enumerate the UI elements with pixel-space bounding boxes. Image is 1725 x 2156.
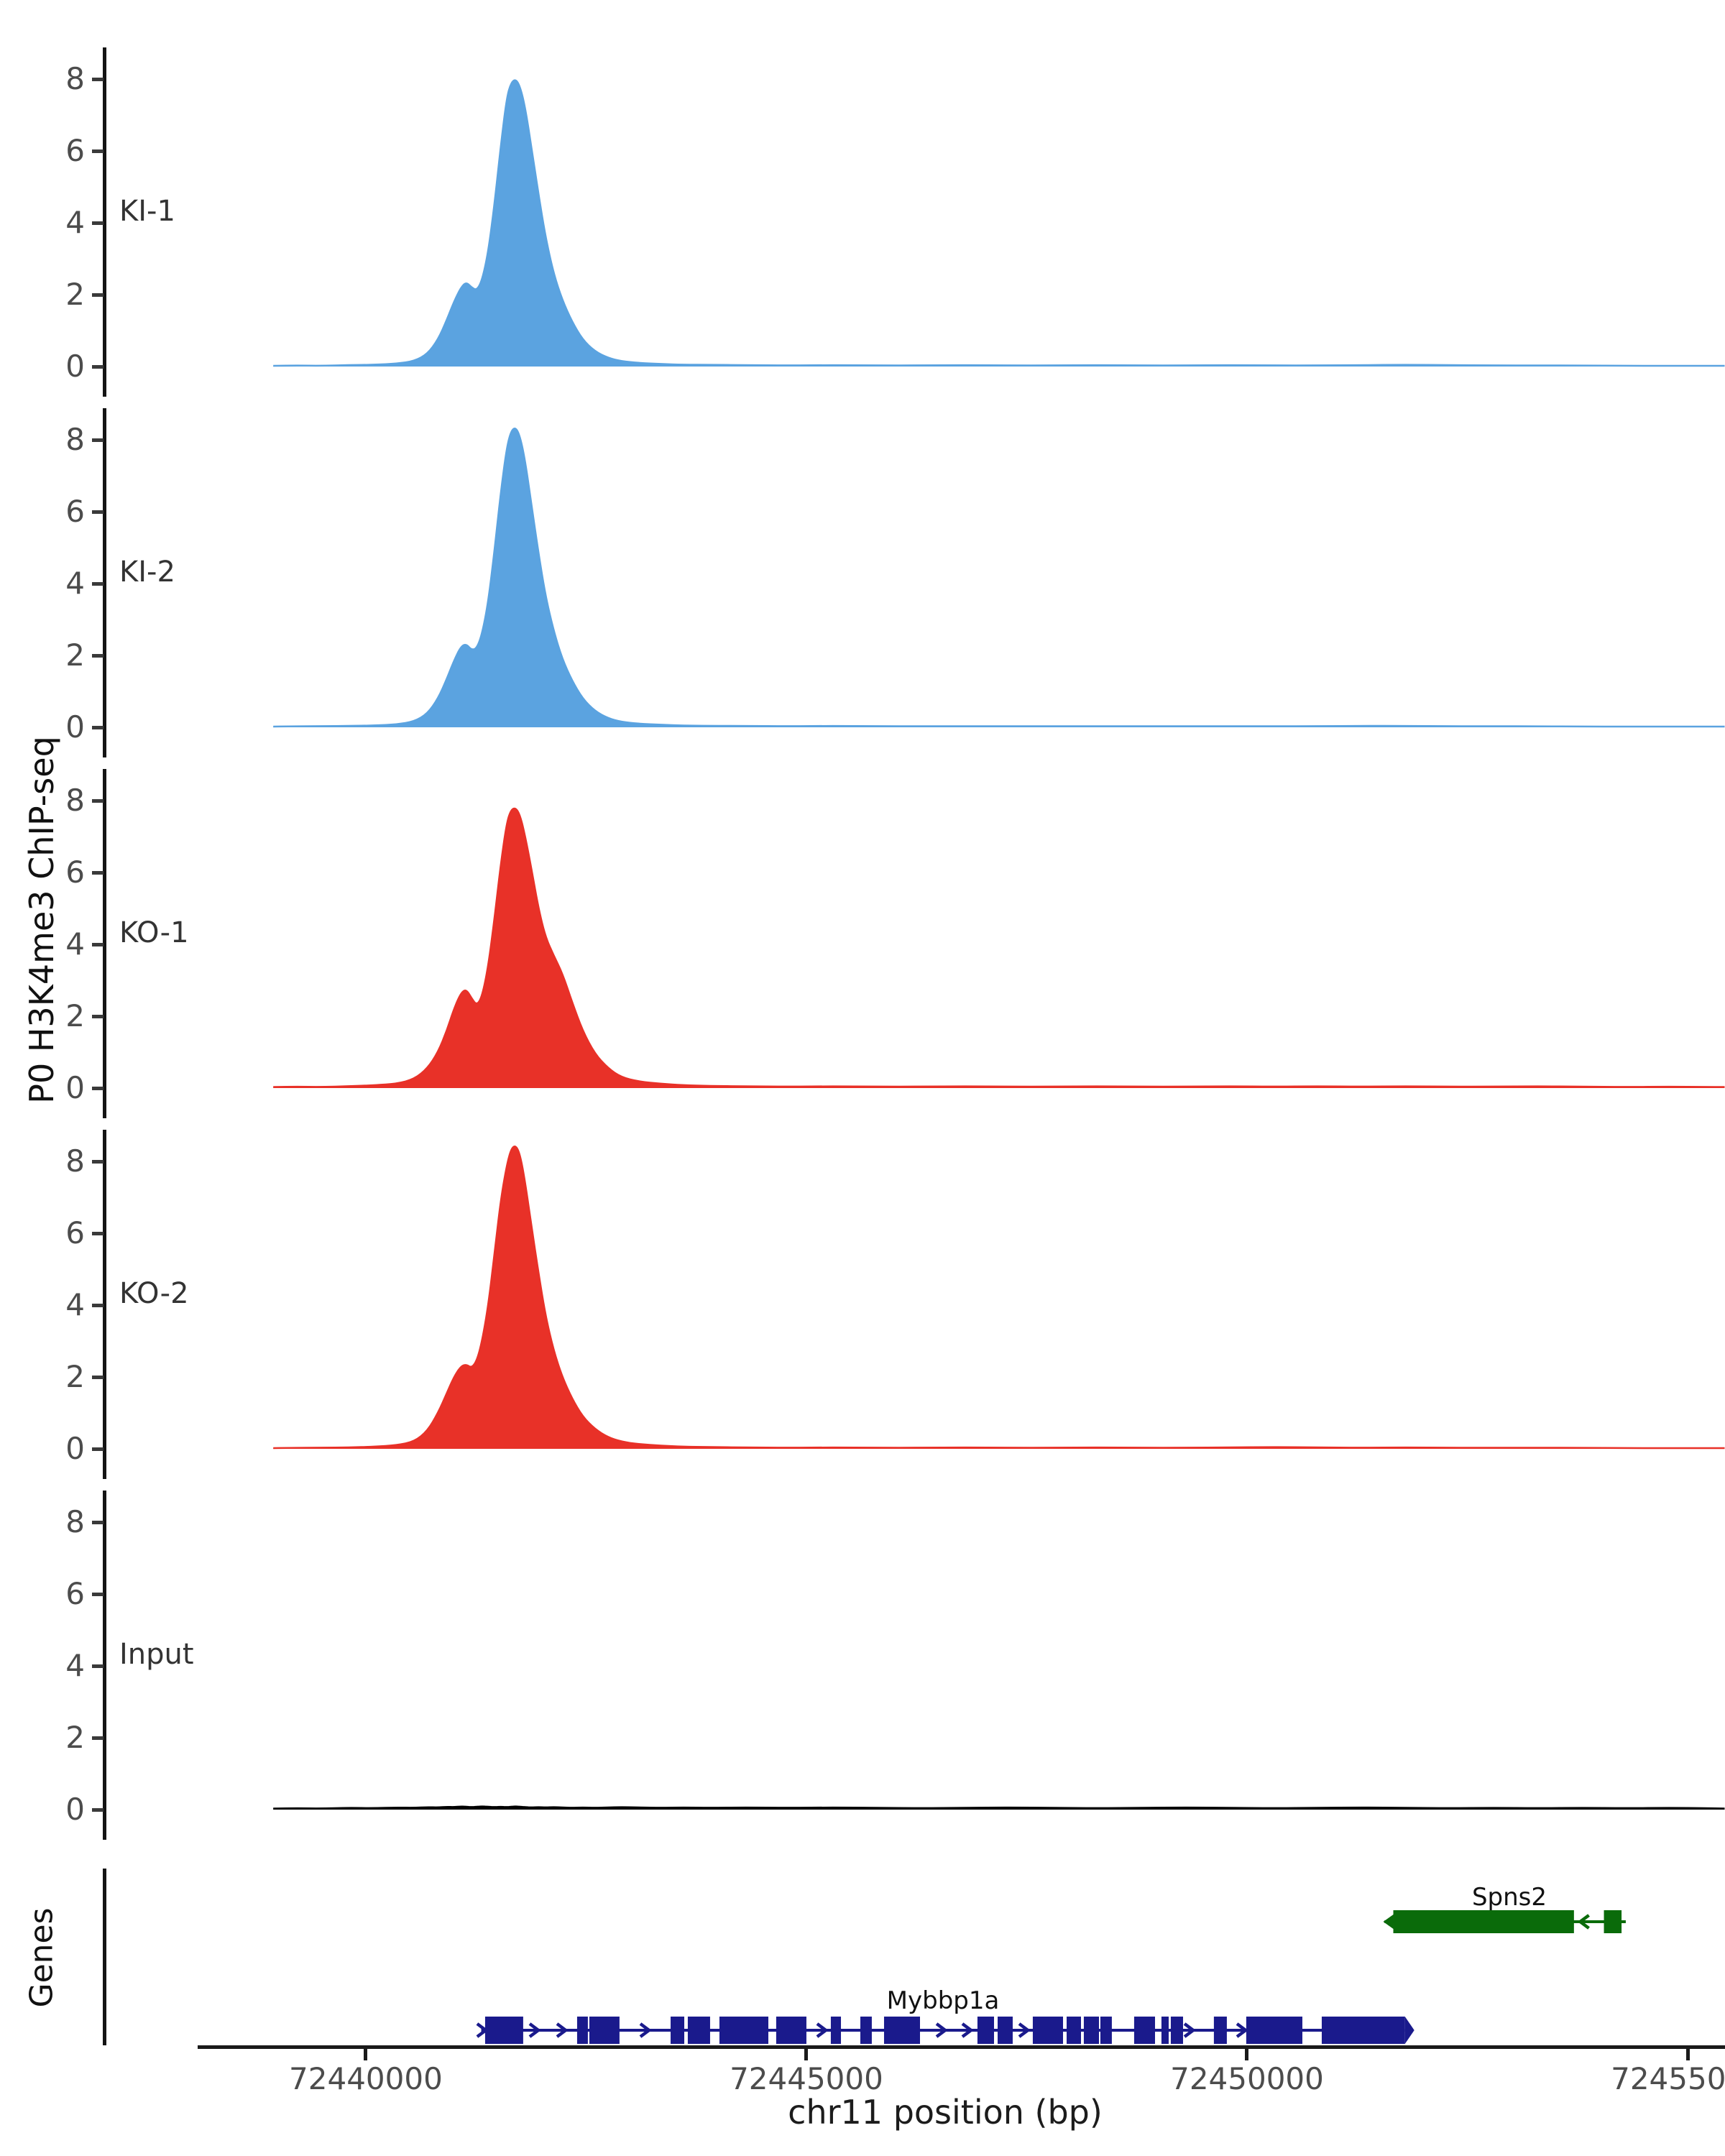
y-axis-line [103,47,106,397]
coverage-curve-ko1 [273,807,1725,1088]
y-tick-label: 8 [65,1143,85,1179]
coverage-line-Input [273,1805,1725,1810]
coverage-area-KI-1 [273,80,1725,367]
y-tick-mark [92,1087,104,1090]
y-tick-mark [92,1808,104,1812]
track-label-input: Input [119,1638,194,1671]
y-tick-mark [92,221,104,225]
x-tick-label: 72440000 [289,2061,443,2096]
y-tick-label: 2 [65,998,85,1033]
y-tick-mark [92,582,104,586]
y-tick-mark [92,293,104,297]
gene-label-spns2: Spns2 [1471,1883,1547,1912]
x-tick-label: 72450000 [1170,2061,1324,2096]
x-tick-mark [804,2049,809,2060]
y-tick-mark [92,1304,104,1307]
coverage-curve-ko2 [273,1146,1725,1450]
y-tick-mark [92,1447,104,1451]
y-tick-label: 6 [65,1576,85,1611]
y-tick-mark [92,1232,104,1235]
y-tick-mark [92,510,104,514]
y-tick-label: 8 [65,783,85,818]
y-tick-mark [92,871,104,875]
y-tick-mark [92,799,104,803]
coverage-line-KO-1 [273,807,1725,1088]
y-tick-mark [92,365,104,369]
y-tick-label: 0 [65,709,85,745]
x-axis-line [198,2045,1725,2049]
y-tick-label: 4 [65,1648,85,1683]
track-label-ko1: KO-1 [119,916,189,949]
y-tick-label: 0 [65,1070,85,1105]
track-label-ki2: KI-2 [119,556,175,589]
y-axis-line [103,1491,106,1840]
coverage-curve-ki1 [273,79,1725,367]
x-tick-label: 72455000 [1611,2061,1725,2096]
y-tick-label: 8 [65,61,85,96]
y-tick-mark [92,438,104,442]
track-label-ki1: KI-1 [119,195,175,228]
y-tick-label: 8 [65,1504,85,1539]
y-tick-label: 6 [65,1215,85,1250]
coverage-curve-ki2 [273,428,1725,728]
y-tick-mark [92,149,104,153]
y-tick-label: 0 [65,1792,85,1827]
coverage-line-KI-1 [273,79,1725,367]
track-panel-ki1: 0 2 4 6 8 KI-1 [0,43,1725,401]
y-axis-line [103,1130,106,1479]
track-label-ko2: KO-2 [119,1277,189,1310]
x-tick-mark [364,2049,368,2060]
track-panel-input: 0 2 4 6 8 Input [0,1486,1725,1844]
y-tick-label: 6 [65,494,85,529]
y-tick-label: 2 [65,1720,85,1755]
track-panel-ki2: 0 2 4 6 8 KI-2 [0,404,1725,762]
y-tick-label: 0 [65,349,85,384]
y-tick-label: 4 [65,1287,85,1322]
y-tick-mark [92,943,104,946]
y-tick-mark [92,1521,104,1524]
x-tick-label: 72445000 [730,2061,883,2096]
y-tick-label: 4 [65,926,85,962]
coverage-curve-input [273,1805,1725,1810]
y-tick-mark [92,1376,104,1379]
y-tick-label: 6 [65,133,85,168]
y-tick-label: 6 [65,854,85,890]
y-tick-label: 2 [65,1359,85,1394]
gene-model-Spns2 [1383,1910,1626,1933]
x-axis-title: chr11 position (bp) [788,2093,1103,2132]
genes-axis-line [103,1869,106,2045]
y-tick-label: 8 [65,422,85,457]
y-tick-label: 2 [65,277,85,312]
y-tick-label: 2 [65,637,85,673]
y-tick-label: 4 [65,205,85,240]
y-axis-line [103,769,106,1118]
gene-model-Mybbp1a [476,2017,1414,2044]
y-tick-mark [92,1593,104,1596]
track-panel-ko1: 0 2 4 6 8 KO-1 [0,765,1725,1123]
track-panel-ko2: 0 2 4 6 8 KO-2 [0,1125,1725,1483]
y-tick-mark [92,1160,104,1164]
x-tick-mark [1245,2049,1249,2060]
y-tick-label: 4 [65,566,85,601]
gene-models [476,1910,1626,2044]
y-tick-mark [92,1664,104,1668]
coverage-area-KO-2 [273,1146,1725,1449]
coverage-line-KO-2 [273,1146,1725,1450]
y-tick-mark [92,78,104,81]
y-tick-mark [92,1736,104,1740]
x-tick-mark [1685,2049,1690,2060]
gene-label-mybbp1a: Mybbp1a [886,1986,1000,2015]
y-tick-mark [92,1015,104,1018]
y-axis-line [103,408,106,757]
y-tick-mark [92,654,104,658]
y-tick-label: 0 [65,1431,85,1466]
coverage-line-KI-2 [273,428,1725,728]
y-tick-mark [92,726,104,729]
